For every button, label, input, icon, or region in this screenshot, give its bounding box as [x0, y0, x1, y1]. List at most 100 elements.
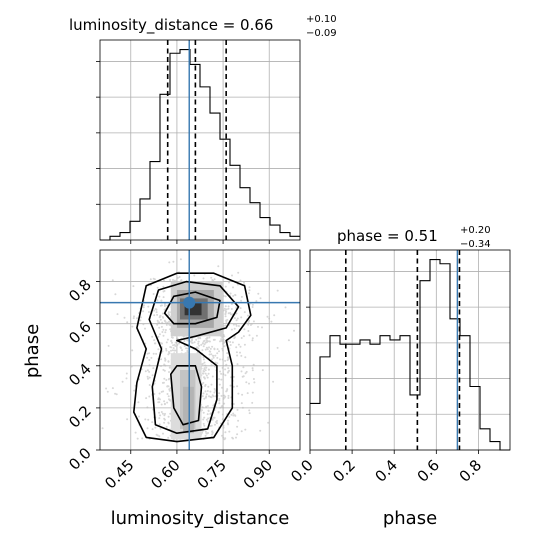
scatter-point	[228, 281, 230, 284]
scatter-point	[214, 423, 216, 426]
scatter-point	[161, 312, 164, 315]
lum-hist-frame	[99, 39, 301, 241]
scatter-point	[201, 349, 204, 352]
scatter-point	[237, 419, 240, 422]
scatter-point	[142, 323, 145, 326]
scatter-point	[231, 274, 233, 277]
scatter-point	[195, 346, 198, 349]
title-lum-plus: +0.10	[306, 14, 337, 25]
scatter-point	[204, 434, 207, 437]
contour-level	[133, 272, 252, 443]
scatter-point	[243, 343, 246, 346]
scatter-point	[252, 363, 255, 366]
scatter-point	[204, 396, 207, 399]
scatter-point	[158, 435, 161, 438]
scatter-point	[202, 277, 205, 280]
scatter-point	[166, 338, 169, 341]
scatter-point	[241, 393, 244, 396]
scatter-point	[227, 312, 230, 315]
phase-x-tick-label: 0.0	[287, 456, 317, 486]
scatter-point	[226, 352, 229, 355]
scatter-point	[162, 285, 165, 288]
scatter-point	[168, 323, 171, 326]
scatter-point	[207, 385, 210, 388]
scatter-point	[202, 422, 205, 425]
scatter-point	[221, 366, 224, 369]
scatter-point	[168, 389, 171, 392]
scatter-point	[237, 343, 240, 346]
scatter-point	[165, 347, 168, 350]
scatter-point	[248, 412, 251, 415]
scatter-point	[251, 367, 254, 370]
scatter-point	[153, 314, 156, 317]
scatter-point	[163, 377, 166, 380]
scatter-point	[171, 349, 174, 352]
scatter-point	[181, 349, 183, 352]
scatter-point	[204, 364, 206, 367]
scatter-point	[115, 393, 118, 396]
scatter-point	[237, 392, 240, 395]
scatter-point	[168, 371, 170, 373]
scatter-point	[158, 392, 161, 395]
scatter-point	[235, 312, 238, 315]
scatter-point	[202, 418, 205, 421]
scatter-point	[168, 366, 171, 369]
scatter-point	[231, 341, 234, 344]
scatter-point	[160, 411, 163, 413]
scatter-point	[232, 403, 235, 405]
scatter-point	[147, 311, 150, 313]
scatter-point	[221, 349, 224, 352]
scatter-point	[220, 372, 223, 375]
scatter-point	[233, 327, 236, 330]
scatter-point	[162, 328, 165, 331]
scatter-point	[126, 418, 129, 421]
scatter-point	[251, 337, 254, 340]
scatter-point	[170, 339, 173, 342]
scatter-point	[144, 370, 147, 373]
scatter-point	[166, 393, 169, 395]
scatter-point	[176, 276, 179, 279]
scatter-point	[236, 385, 239, 388]
lum-x-tick-label: 0.60	[147, 456, 183, 492]
scatter-point	[222, 424, 225, 427]
scatter-point	[132, 285, 135, 288]
scatter-point	[221, 347, 224, 350]
scatter-point	[222, 295, 225, 297]
scatter-point	[191, 342, 194, 344]
scatter-point	[212, 416, 215, 419]
scatter-point	[162, 432, 164, 435]
scatter-point	[232, 437, 234, 440]
scatter-point	[207, 372, 210, 375]
scatter-point	[168, 388, 171, 391]
scatter-point	[251, 391, 254, 394]
y-axis-label-phase: phase	[22, 324, 43, 378]
scatter-point	[136, 317, 138, 320]
scatter-point	[166, 401, 169, 404]
scatter-point	[166, 385, 169, 388]
scatter-point	[208, 395, 210, 398]
scatter-point	[213, 347, 216, 350]
scatter-point	[228, 430, 231, 433]
scatter-point	[235, 351, 238, 354]
lum-x-tick-label: 0.90	[240, 456, 276, 492]
title-luminosity-distance: luminosity_distance = 0.66 +0.10 −0.09	[69, 14, 337, 39]
scatter-point	[212, 356, 215, 359]
scatter-point	[232, 286, 234, 289]
scatter-point	[218, 378, 221, 380]
scatter-point	[159, 427, 162, 430]
scatter-point	[101, 427, 104, 430]
scatter-point	[212, 404, 215, 407]
scatter-point	[148, 352, 151, 355]
joint-inner	[100, 250, 300, 450]
scatter-point	[232, 414, 235, 417]
scatter-point	[193, 341, 196, 344]
scatter-point	[171, 341, 173, 344]
scatter-point	[224, 315, 227, 318]
scatter-point	[225, 389, 228, 392]
scatter-point	[222, 373, 225, 376]
scatter-point	[225, 310, 228, 313]
scatter-point	[201, 362, 204, 365]
scatter-point	[134, 431, 137, 434]
scatter-point	[159, 398, 161, 401]
scatter-point	[236, 433, 239, 436]
